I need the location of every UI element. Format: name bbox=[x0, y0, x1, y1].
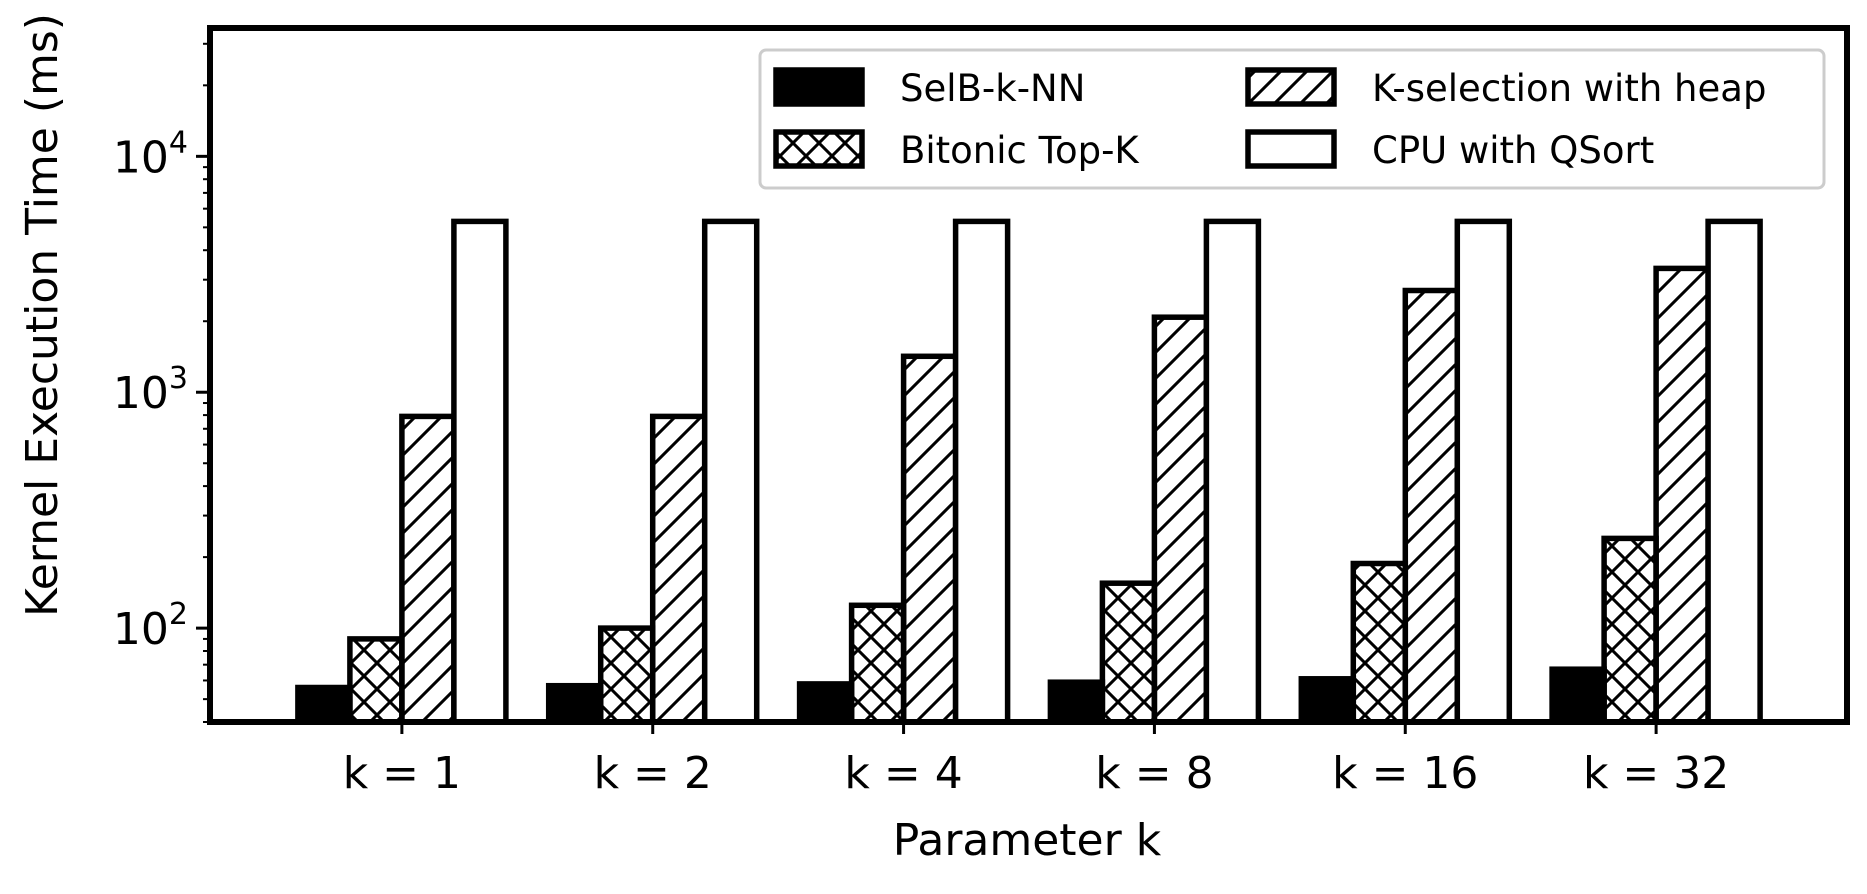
bar-4-5 bbox=[1454, 218, 1513, 725]
x-tick-label-1: k = 1 bbox=[343, 748, 461, 799]
bar-2-5 bbox=[1350, 560, 1409, 725]
bar-2-1 bbox=[347, 636, 405, 725]
x-tick-label-4: k = 8 bbox=[1095, 748, 1213, 799]
bar-3-2 bbox=[649, 413, 708, 725]
legend-label-1: SelB-k-NN bbox=[900, 67, 1085, 110]
bar-4-3 bbox=[952, 218, 1011, 725]
x-tick-label-6: k = 32 bbox=[1583, 748, 1729, 799]
y-tick-label-1: 102 bbox=[113, 597, 188, 655]
bar-2-3 bbox=[848, 602, 907, 725]
bar-2-2 bbox=[597, 625, 656, 725]
bar-2-4 bbox=[1099, 580, 1158, 725]
bar-3-1 bbox=[399, 413, 457, 725]
legend-swatch-3 bbox=[1245, 67, 1337, 107]
legend-label-2: Bitonic Top-K bbox=[900, 129, 1140, 172]
bar-1-6 bbox=[1549, 666, 1607, 725]
bar-2-6 bbox=[1601, 535, 1659, 725]
bar-3-4 bbox=[1151, 314, 1210, 725]
legend-swatch-4 bbox=[1245, 129, 1337, 169]
bar-4-6 bbox=[1705, 218, 1763, 725]
bar-1-2 bbox=[545, 682, 604, 725]
x-axis-title: Parameter k bbox=[893, 815, 1162, 866]
x-tick-label-5: k = 16 bbox=[1332, 748, 1478, 799]
y-axis-title: Kernel Execution Time (ms) bbox=[17, 13, 68, 617]
bar-3-3 bbox=[900, 353, 959, 725]
bar-4-1 bbox=[451, 218, 509, 725]
legend: SelB-k-NN Bitonic Top-K K-selection with h… bbox=[758, 48, 1826, 190]
x-tick-label-2: k = 2 bbox=[594, 748, 712, 799]
bar-1-4 bbox=[1047, 679, 1106, 725]
axes-layer: k = 1 k = 2 k = 4 k = 8 k = 16 k = 32 102 103 10… bbox=[113, 25, 1850, 799]
y-tick-label-3: 104 bbox=[113, 125, 188, 183]
x-tick-label-3: k = 4 bbox=[844, 748, 962, 799]
legend-box bbox=[758, 48, 1826, 190]
bar-4-4 bbox=[1203, 218, 1262, 725]
y-tick-label-2: 103 bbox=[113, 361, 188, 419]
legend-swatch-1 bbox=[773, 67, 865, 107]
plot-frame bbox=[207, 25, 1850, 725]
legend-label-3: K-selection with heap bbox=[1372, 67, 1766, 110]
bar-1-1 bbox=[295, 684, 353, 725]
bar-1-5 bbox=[1298, 676, 1357, 725]
bar-1-3 bbox=[796, 681, 855, 725]
bar-3-5 bbox=[1402, 287, 1461, 725]
bar-3-6 bbox=[1653, 265, 1711, 725]
bars-layer bbox=[295, 218, 1763, 725]
legend-swatch-2 bbox=[773, 129, 865, 169]
bar-4-2 bbox=[701, 218, 760, 725]
legend-label-4: CPU with QSort bbox=[1372, 129, 1654, 172]
